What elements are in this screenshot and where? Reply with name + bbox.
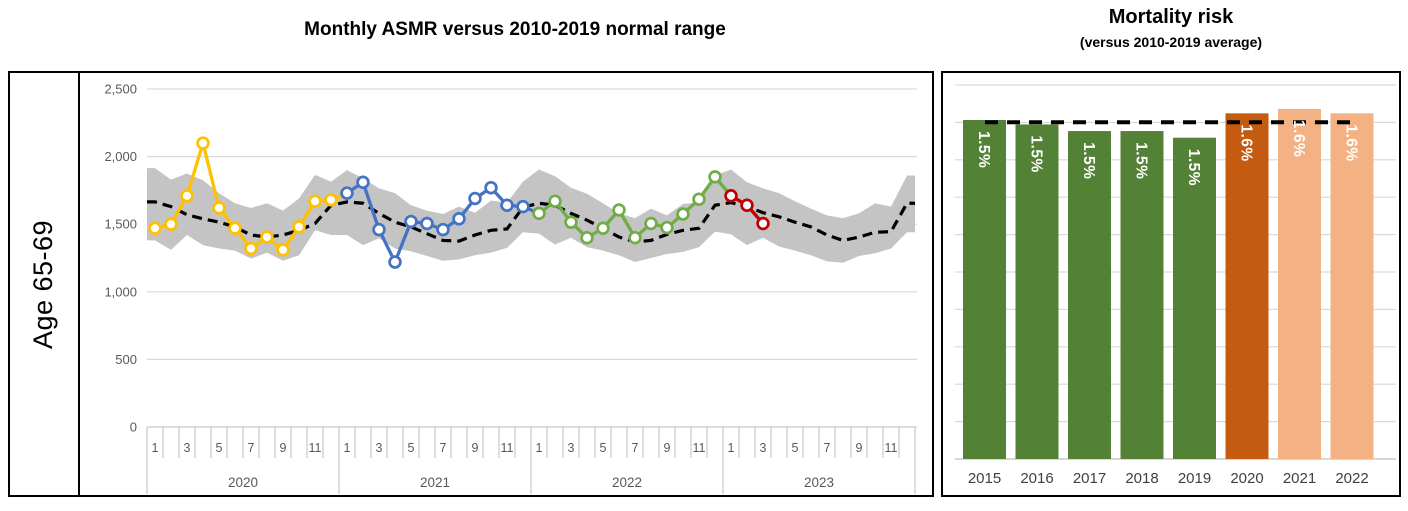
line-chart-title: Monthly ASMR versus 2010-2019 normal ran… (304, 19, 726, 40)
bar-chart-title: Mortality risk (1108, 6, 1234, 28)
bar-chart-subtitle: (versus 2010-2019 average) (1079, 34, 1263, 50)
line-chart-panel: Age 65-69 (8, 71, 934, 497)
age-group-cell: Age 65-69 (10, 73, 78, 495)
age-group-label: Age 65-69 (28, 219, 59, 349)
bar-chart-panel (941, 71, 1401, 497)
age-cell-divider (78, 73, 80, 495)
